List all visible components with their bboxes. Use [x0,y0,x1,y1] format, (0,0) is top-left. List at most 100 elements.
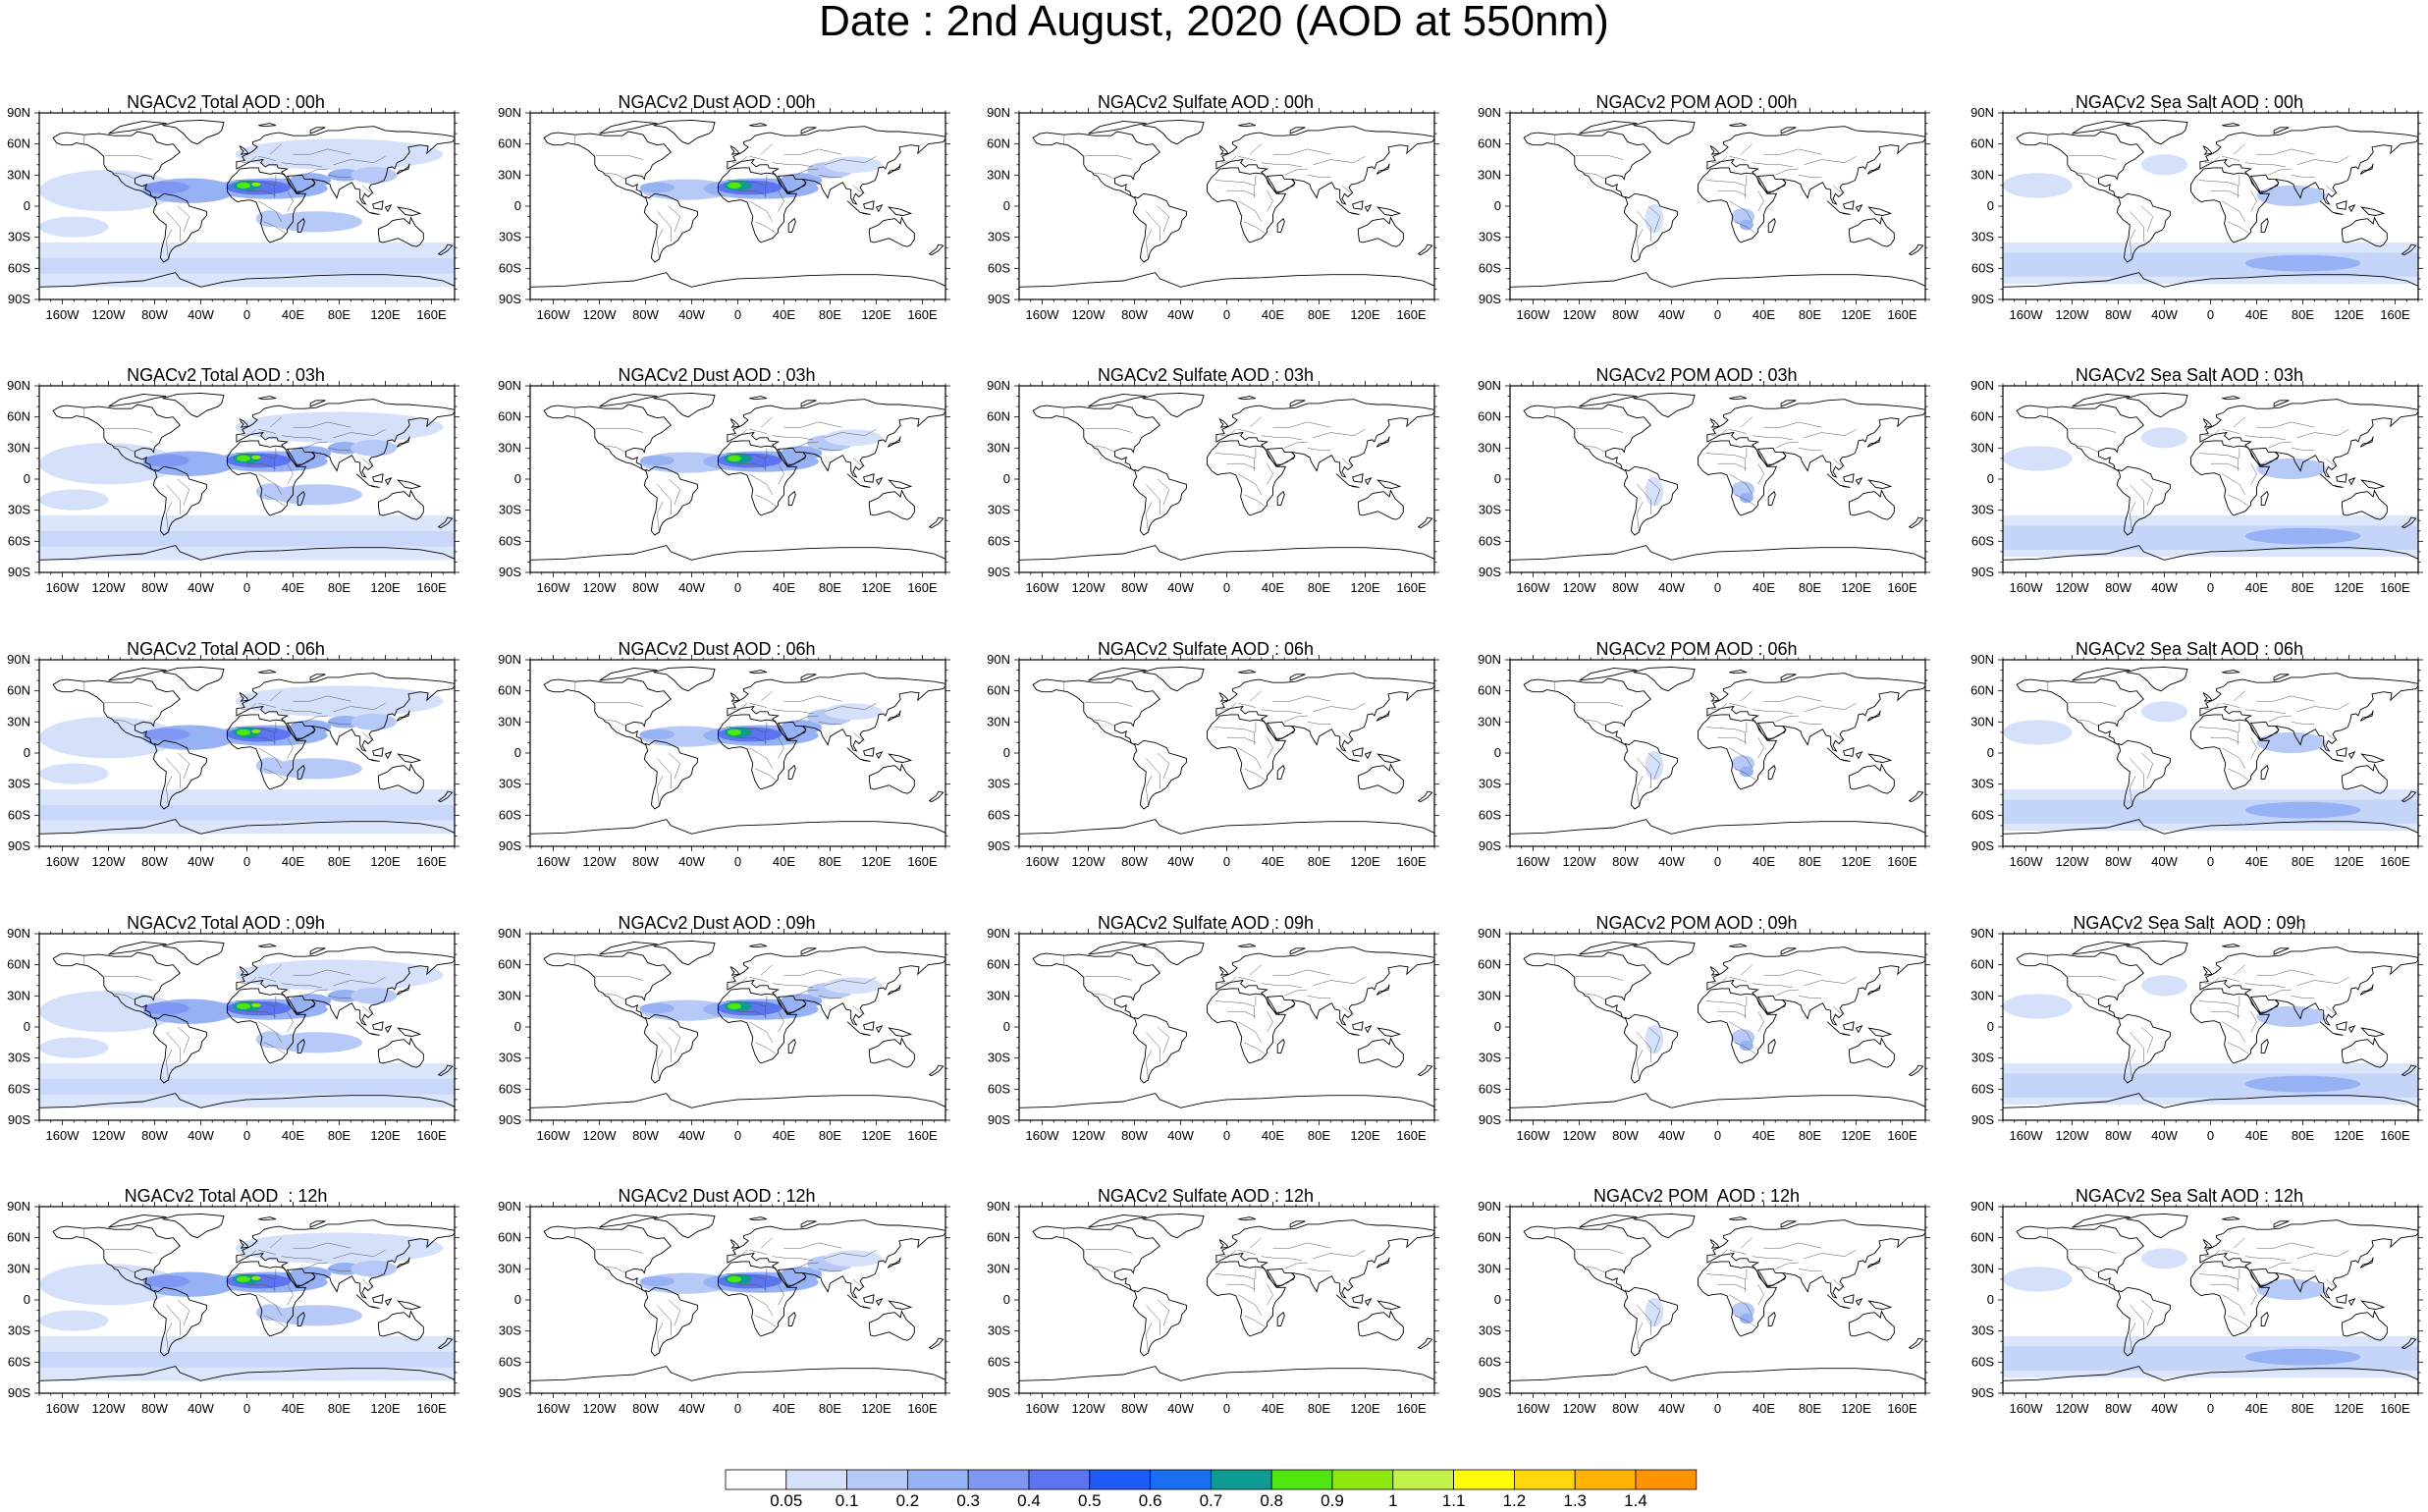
country-border [1214,453,1255,471]
country-border [1238,747,1263,769]
country-border [333,429,386,439]
country-border [783,1242,842,1249]
country-border [1226,1010,1257,1017]
longitude-label: 120W [92,854,127,869]
country-border [754,768,777,781]
australia-outline [2341,763,2388,794]
longitude-label: 120E [1841,580,1871,595]
country-border [2325,1005,2338,1015]
latitude-label: 90S [1971,565,1994,579]
colorbar-label: 0.2 [896,1491,920,1510]
longitude-label: 160E [1887,854,1917,869]
country-border [166,1032,181,1062]
country-border [361,731,374,741]
antarctica-outline [39,1366,455,1381]
longitude-label: 80W [632,1128,659,1143]
1 [1739,1313,1754,1324]
country-borders [83,135,386,260]
country-border [1705,453,1746,471]
country-border [327,996,351,999]
latitude-label: 60S [8,1081,30,1096]
0.7 [270,1032,362,1053]
longitude-label: 160W [46,307,81,322]
longitude-label: 40W [188,1128,214,1143]
country-border [778,1284,784,1306]
australia-outline [2341,489,2388,520]
panel-title: NGACv2 POM AOD : 03h [1595,365,1798,385]
country-border [1637,1305,1651,1335]
country-border [731,977,748,984]
longitude-label: 0 [734,1128,741,1143]
new-zealand-outline [2401,1337,2417,1350]
new-zealand-outline [1417,1064,1433,1077]
longitude-label: 40W [1658,307,1685,322]
longitude-label: 120W [1072,580,1106,595]
latitude-label: 30S [1971,777,1994,791]
latitude-label: 0 [1987,1019,1994,1034]
country-border [1804,703,1857,713]
country-border [2222,703,2239,708]
japan-outline [887,984,901,996]
japan-outline [1866,710,1881,722]
eurasia-outline [2199,673,2418,752]
longitude-label: 0 [1714,580,1721,595]
country-border [287,190,294,212]
country-border [2296,703,2349,713]
eurasia-outline [1215,1219,1434,1299]
map-panel-sea-salt-12h: NGACv2 Sea Salt AOD : 12h 90N 60N 30N 0 30S 60… [1964,1186,2423,1446]
country-border [1804,977,1857,987]
country-border [1341,1278,1354,1288]
latitude-label: 0 [514,1292,521,1307]
great-britain-outline [239,965,249,976]
country-border [754,221,777,234]
country-border [657,502,664,533]
arctic-islands-outline [2072,120,2290,135]
longitude-label: 40E [1262,1401,1284,1416]
country-border [258,1294,283,1316]
1 [351,987,398,1004]
latitude-label: 30N [1970,714,1994,729]
country-border [1729,747,1754,769]
indonesia-outline [846,1294,913,1310]
country-border [1752,983,1793,989]
coastlines [2003,119,2418,288]
latitude-label: 60S [1971,533,1994,548]
country-border [235,180,275,198]
country-border [596,155,644,160]
map-panel-pom-03h: NGACv2 POM AOD : 03h 90N 60N 30N 0 30S 60S 90S 1… [1471,365,1930,625]
longitude-label: 40W [1167,580,1194,595]
axis-ticks [1998,381,2423,577]
longitude-label: 160E [416,580,447,595]
country-border [1637,502,1644,533]
country-border [1798,722,1822,725]
latitude-label: 60N [1478,683,1501,698]
indonesia-outline [1335,473,1402,489]
latitude-label: 60N [498,683,521,698]
longitude-label: 160E [1887,1128,1917,1143]
longitude-label: 40E [282,854,304,869]
great-britain-outline [729,1238,740,1249]
australia-outline [377,489,424,520]
new-zealand-outline [1908,1337,1924,1350]
longitude-label: 160W [1026,307,1060,322]
country-border [2140,205,2154,233]
latitude-label: 60N [1478,957,1501,972]
north-america-outline [1523,131,1651,198]
0.6 [2141,701,2187,723]
latitude-label: 60S [988,807,1010,822]
country-border [293,148,351,155]
coastlines [1019,940,1434,1108]
map-background [1019,386,1434,572]
country-border [1085,1249,1133,1254]
0.7 [2003,173,2073,198]
latitude-label: 30N [1970,1261,1994,1275]
country-border [1717,1283,1748,1290]
arctic-islands-outline [1579,667,1797,681]
indonesia-outline [2319,747,2386,763]
eurasia-outline [1706,126,1925,205]
latitude-label: 90S [499,292,521,306]
